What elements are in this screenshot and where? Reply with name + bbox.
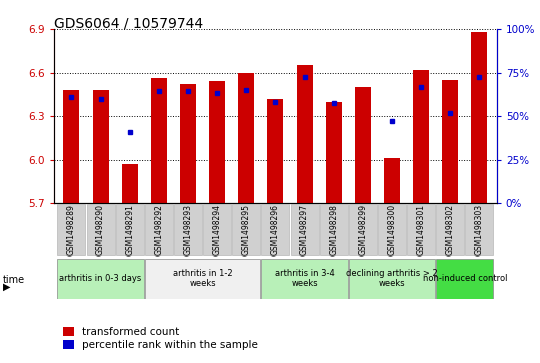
Bar — [180, 84, 196, 203]
FancyBboxPatch shape — [436, 258, 494, 299]
Text: GSM1498296: GSM1498296 — [271, 204, 280, 255]
Text: GSM1498289: GSM1498289 — [67, 204, 76, 255]
FancyBboxPatch shape — [465, 204, 494, 255]
Text: GDS6064 / 10579744: GDS6064 / 10579744 — [54, 16, 203, 30]
FancyBboxPatch shape — [261, 204, 289, 255]
Text: GSM1498294: GSM1498294 — [213, 204, 221, 255]
Text: GSM1498301: GSM1498301 — [416, 204, 426, 255]
FancyBboxPatch shape — [291, 204, 319, 255]
Text: GSM1498298: GSM1498298 — [329, 204, 338, 255]
Bar — [442, 80, 458, 203]
Text: GSM1498299: GSM1498299 — [359, 204, 367, 255]
Bar — [384, 158, 400, 203]
Text: non-induced control: non-induced control — [422, 274, 507, 283]
FancyBboxPatch shape — [174, 204, 202, 255]
Text: GSM1498302: GSM1498302 — [446, 204, 455, 255]
FancyBboxPatch shape — [86, 204, 114, 255]
Bar — [92, 90, 109, 203]
Text: GSM1498293: GSM1498293 — [184, 204, 192, 255]
FancyBboxPatch shape — [436, 204, 464, 255]
Text: GSM1498291: GSM1498291 — [125, 204, 134, 255]
FancyBboxPatch shape — [57, 204, 85, 255]
FancyBboxPatch shape — [349, 204, 377, 255]
Text: GSM1498303: GSM1498303 — [475, 204, 484, 255]
Text: GSM1498290: GSM1498290 — [96, 204, 105, 255]
FancyBboxPatch shape — [145, 258, 260, 299]
Bar — [471, 32, 487, 203]
Bar — [355, 87, 371, 203]
Bar — [122, 164, 138, 203]
Bar — [326, 102, 342, 203]
Legend: transformed count, percentile rank within the sample: transformed count, percentile rank withi… — [59, 323, 262, 354]
FancyBboxPatch shape — [378, 204, 406, 255]
Text: GSM1498297: GSM1498297 — [300, 204, 309, 255]
Bar — [296, 65, 313, 203]
FancyBboxPatch shape — [320, 204, 348, 255]
Text: GSM1498295: GSM1498295 — [242, 204, 251, 255]
FancyBboxPatch shape — [57, 258, 144, 299]
Bar — [151, 78, 167, 203]
FancyBboxPatch shape — [261, 258, 348, 299]
FancyBboxPatch shape — [203, 204, 231, 255]
Text: arthritis in 0-3 days: arthritis in 0-3 days — [59, 274, 141, 283]
FancyBboxPatch shape — [232, 204, 260, 255]
Bar — [413, 70, 429, 203]
Text: GSM1498300: GSM1498300 — [387, 204, 396, 255]
Text: arthritis in 1-2
weeks: arthritis in 1-2 weeks — [173, 269, 232, 288]
FancyBboxPatch shape — [116, 204, 144, 255]
FancyBboxPatch shape — [145, 204, 173, 255]
FancyBboxPatch shape — [407, 204, 435, 255]
FancyBboxPatch shape — [349, 258, 435, 299]
Text: arthritis in 3-4
weeks: arthritis in 3-4 weeks — [275, 269, 334, 288]
Text: declining arthritis > 2
weeks: declining arthritis > 2 weeks — [346, 269, 438, 288]
Bar — [209, 81, 225, 203]
Text: ▶: ▶ — [3, 282, 10, 292]
Bar — [64, 90, 79, 203]
Bar — [238, 73, 254, 203]
Text: time: time — [3, 274, 25, 285]
Text: GSM1498292: GSM1498292 — [154, 204, 164, 255]
Bar — [267, 99, 284, 203]
